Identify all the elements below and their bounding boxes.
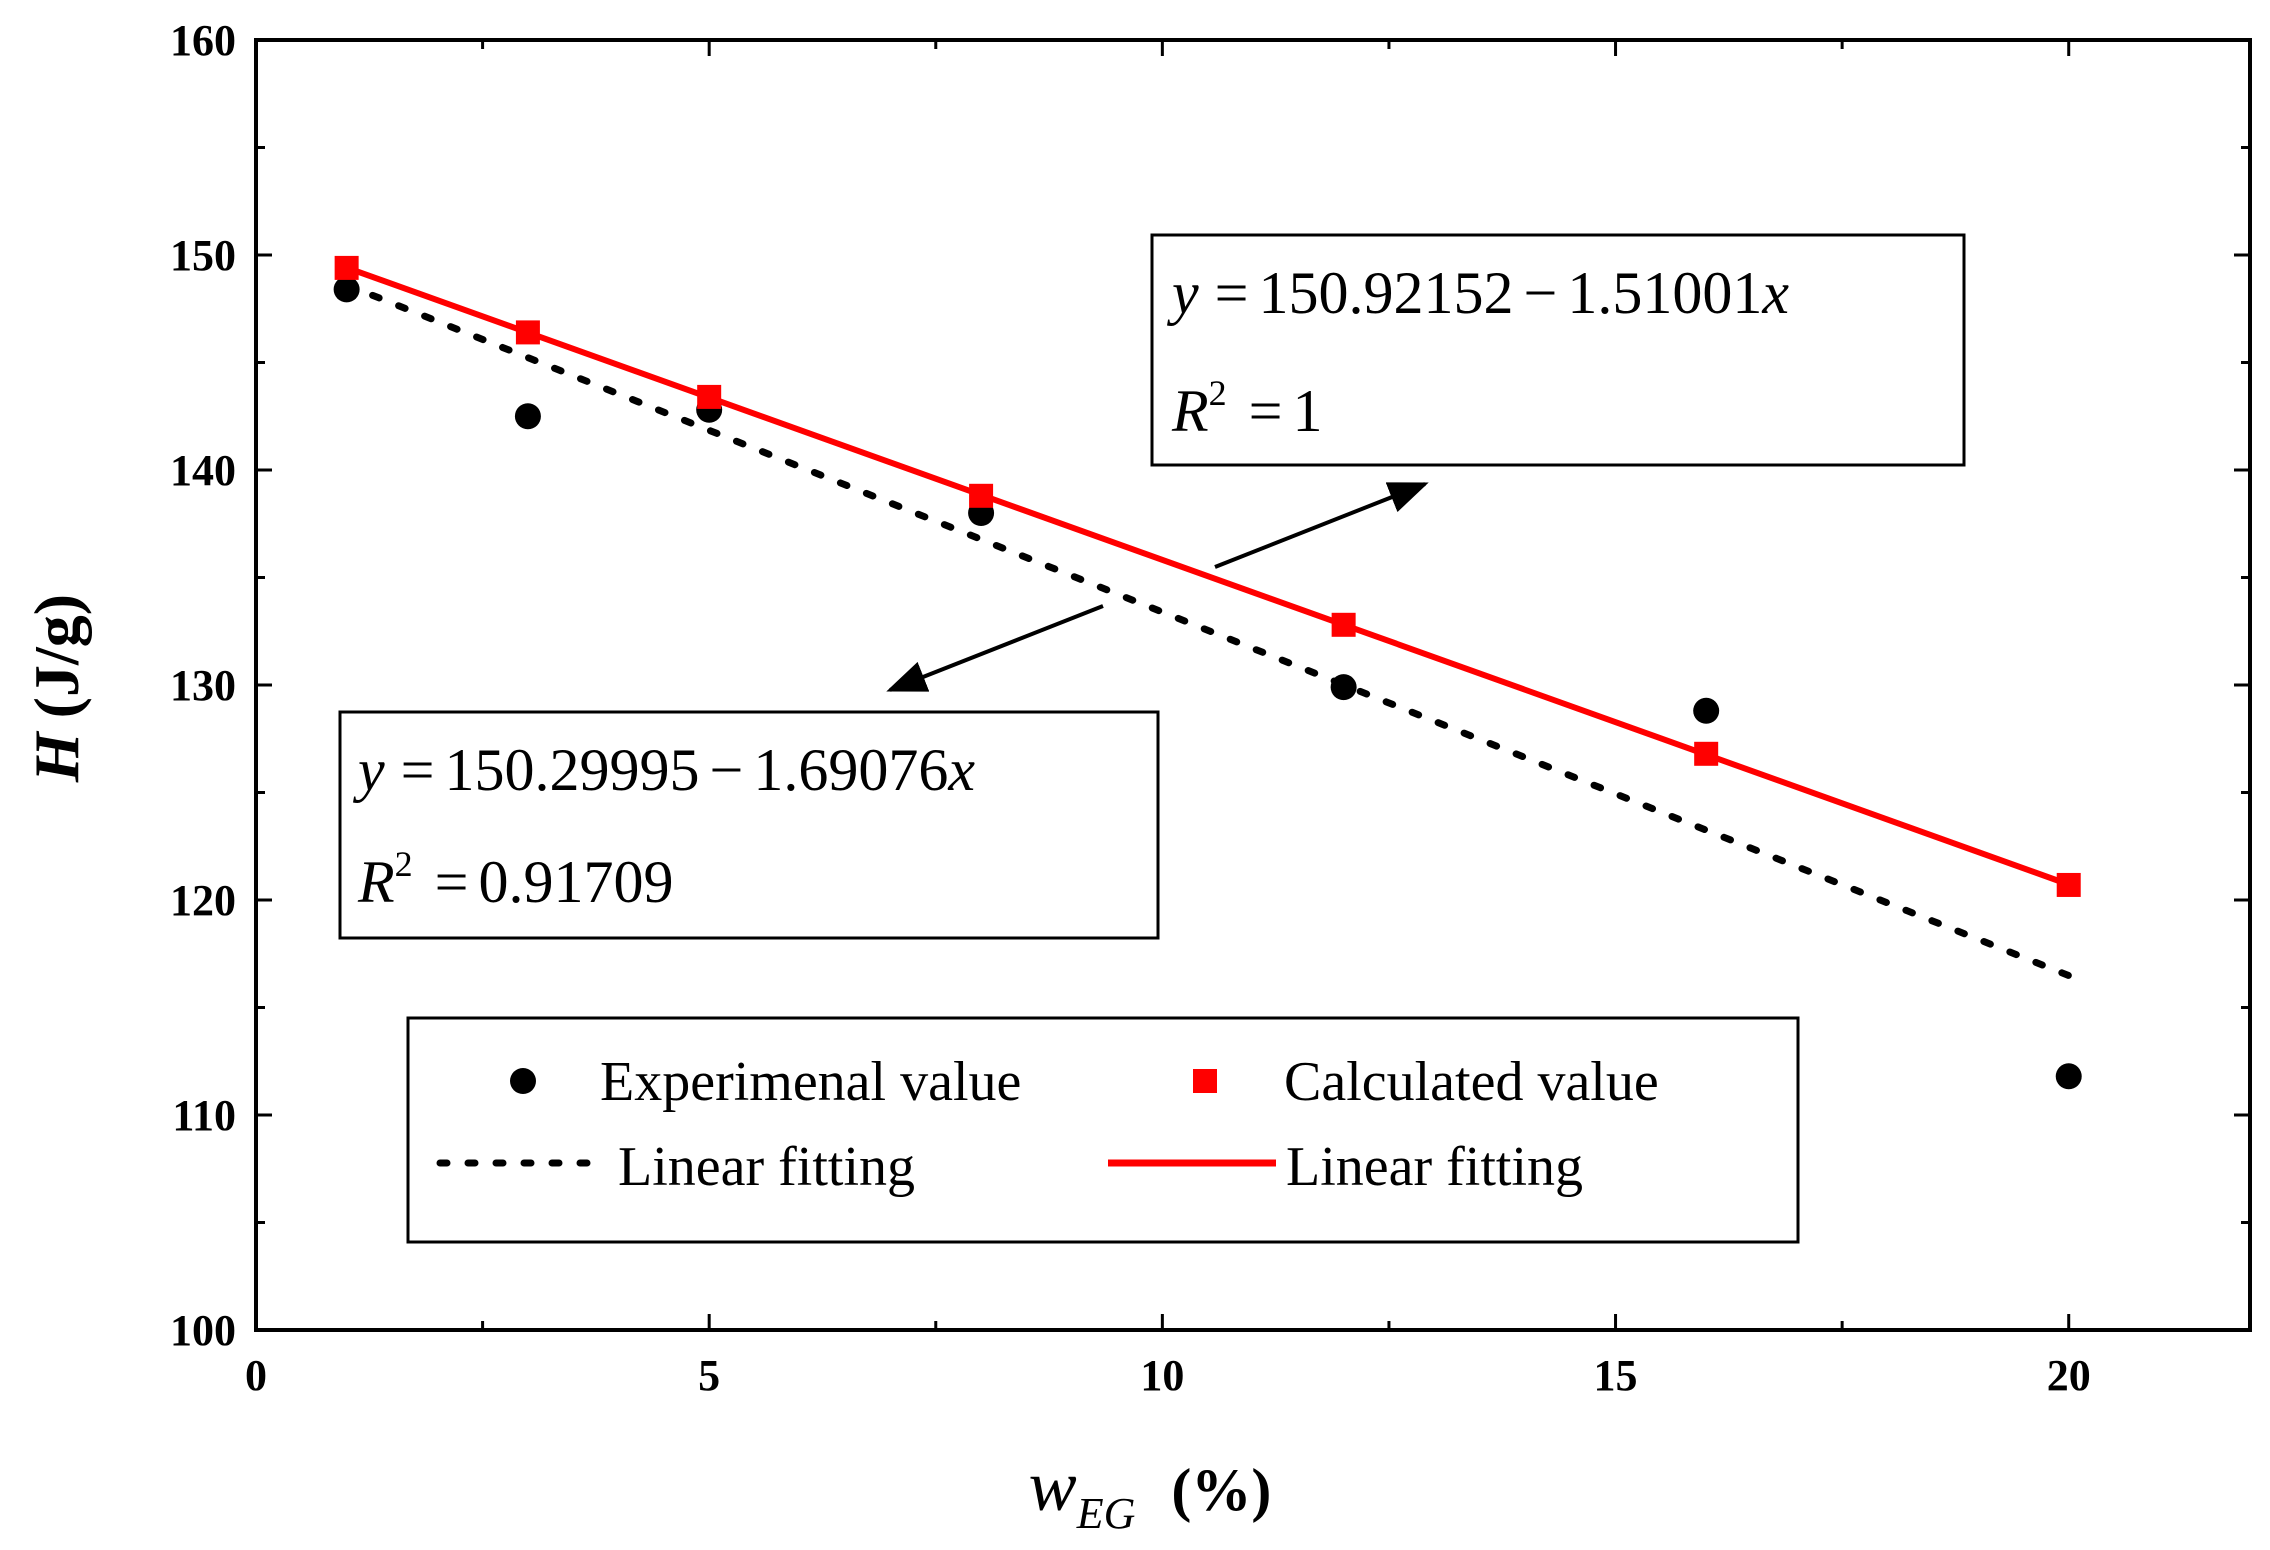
fit-line-calculated xyxy=(345,264,2070,888)
fit-lines xyxy=(343,264,2073,980)
y-axis-title: H(J/g) xyxy=(21,594,92,783)
equation-box-experimental: y = 150.29995−1.69076x R2 = 0.91709 xyxy=(338,710,1160,940)
experimental-point xyxy=(1330,674,1357,701)
calculated-point xyxy=(334,255,359,280)
y-tick-label: 110 xyxy=(172,1091,236,1140)
arrow-to-experimental-equation xyxy=(886,604,1104,692)
equation-box-calculated-frame xyxy=(1150,233,1966,467)
legend-frame xyxy=(406,1016,1800,1244)
legend-label-calculated: Calculated value xyxy=(1284,1051,1659,1113)
calculated-point xyxy=(697,384,722,409)
x-tick-label: 20 xyxy=(2047,1351,2091,1400)
equation-experimental: y = 150.29995−1.69076x xyxy=(352,737,975,803)
legend-marker-calculated xyxy=(1193,1069,1217,1093)
calculated-point xyxy=(515,320,540,345)
x-tick-label: 5 xyxy=(698,1351,720,1400)
y-tick-label: 140 xyxy=(170,446,236,495)
legend-marker-experimental xyxy=(510,1068,536,1094)
equation-calculated: y = 150.92152−1.51001x xyxy=(1166,260,1789,326)
calculated-point xyxy=(1331,612,1356,637)
experimental-point xyxy=(514,403,541,430)
legend-label-experimental: Experimenal value xyxy=(600,1051,1021,1113)
data-points xyxy=(333,255,2082,1090)
y-tick-label: 120 xyxy=(170,876,236,925)
r2-experimental: R2 = 0.91709 xyxy=(357,844,674,915)
equation-box-experimental-frame xyxy=(338,710,1160,940)
experimental-point xyxy=(333,276,360,303)
x-tick-label: 15 xyxy=(1594,1351,1638,1400)
y-tick-label: 160 xyxy=(170,16,236,65)
y-tick-label: 100 xyxy=(170,1306,236,1355)
x-tick-label: 0 xyxy=(245,1351,267,1400)
legend: Experimenal value Calculated value Linea… xyxy=(406,1016,1800,1244)
calculated-point xyxy=(2056,872,2081,897)
y-tick-label: 150 xyxy=(170,231,236,280)
legend-label-calculated-fit: Linear fitting xyxy=(1286,1136,1583,1198)
y-tick-label: 130 xyxy=(170,661,236,710)
x-axis-title: wEG (%) xyxy=(1029,1446,1272,1538)
legend-label-experimental-fit: Linear fitting xyxy=(618,1136,915,1198)
x-tick-label: 10 xyxy=(1140,1351,1184,1400)
r2-calculated: R2 = 1 xyxy=(1171,373,1323,444)
axes: 0 5 10 15 20 100 110 120 130 140 150 160 xyxy=(170,16,2252,1400)
equation-box-calculated: y = 150.92152−1.51001x R2 = 1 xyxy=(1150,233,1966,467)
experimental-point xyxy=(1693,697,1720,724)
calculated-point xyxy=(1694,741,1719,766)
calculated-point xyxy=(969,483,994,508)
arrow-to-calculated-equation xyxy=(1214,482,1429,569)
fit-line-experimental xyxy=(343,281,2073,980)
experimental-point xyxy=(2055,1063,2082,1090)
